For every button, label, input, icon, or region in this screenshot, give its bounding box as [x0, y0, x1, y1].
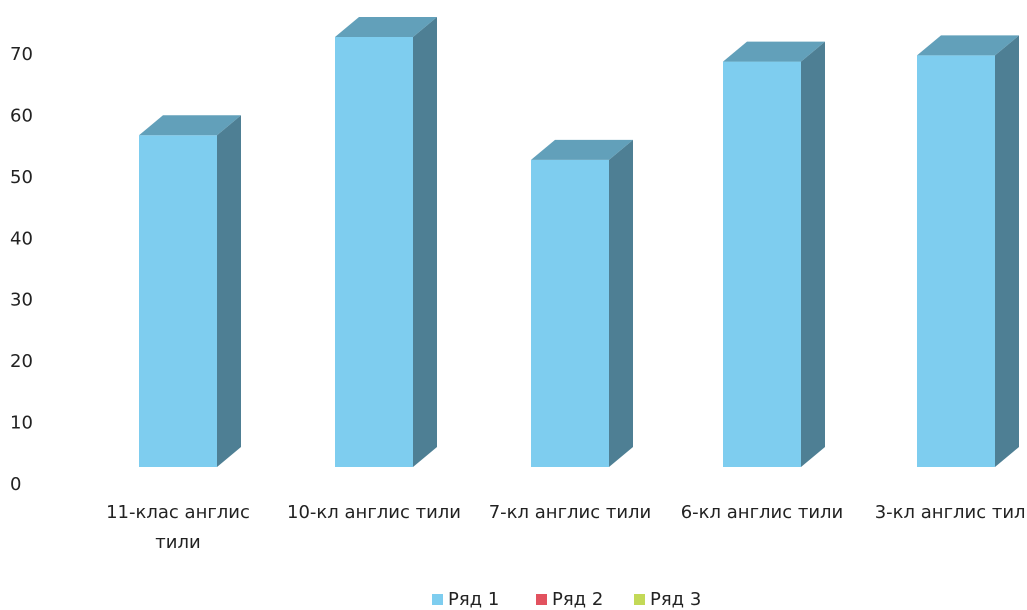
bar [917, 35, 1019, 468]
bar-front [335, 37, 413, 467]
bar-side [413, 17, 437, 467]
bar-side [801, 41, 825, 467]
y-tick-label: 30 [10, 290, 33, 311]
bar-top [335, 17, 437, 37]
legend-swatch [432, 594, 443, 605]
legend-swatch [634, 594, 645, 605]
bar-top [723, 41, 825, 62]
x-tick-label: 7-кл англис тили [488, 502, 652, 523]
y-tick-label: 20 [10, 351, 33, 372]
y-tick-label: 70 [10, 44, 33, 65]
y-tick-label: 60 [10, 105, 33, 126]
bar [139, 115, 241, 468]
legend-label: Ряд 3 [650, 589, 701, 610]
y-tick-label: 10 [10, 413, 33, 434]
bar-top [531, 139, 633, 160]
bar [335, 17, 437, 467]
bar-top [917, 35, 1019, 56]
bar-front [917, 55, 995, 468]
x-tick-label: 10-кл англис тили [287, 502, 461, 523]
x-tick-label: 11-клас англис тили [106, 502, 250, 553]
bar-top [139, 115, 241, 136]
bar-front [723, 61, 801, 467]
y-tick-label: 50 [10, 167, 33, 188]
legend-swatch [536, 594, 547, 605]
y-tick-label: 40 [10, 228, 33, 249]
bar-side [609, 139, 633, 467]
bar-front [531, 159, 609, 467]
bar-side [217, 115, 241, 468]
x-tick-label: 3-кл англис тили [874, 502, 1027, 523]
legend-label: Ряд 1 [448, 589, 499, 610]
x-tick-label: 6-кл англис тили [680, 502, 844, 523]
y-tick-label: 0 [10, 474, 21, 495]
bar-side [995, 35, 1019, 468]
bar [531, 139, 633, 467]
bar-front [139, 135, 217, 468]
bar [723, 41, 825, 467]
legend-label: Ряд 2 [552, 589, 603, 610]
